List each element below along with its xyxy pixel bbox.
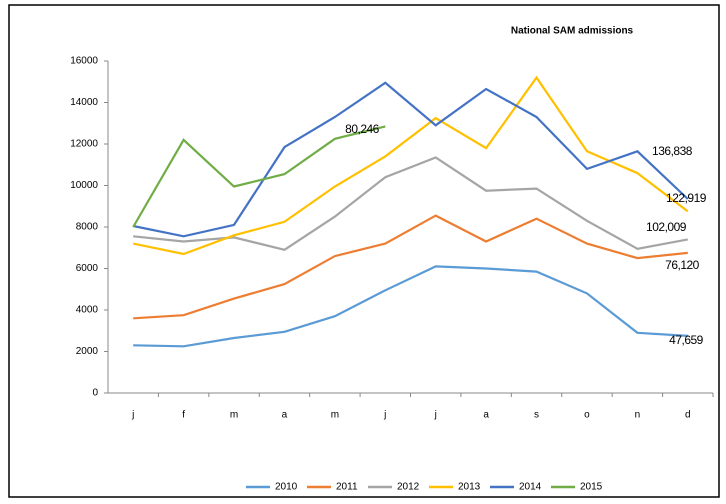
x-tick-label: j — [131, 410, 134, 421]
y-tick-label: 0 — [92, 388, 98, 399]
x-tick-label: m — [230, 410, 238, 421]
annotation: 80,246 — [345, 122, 380, 136]
x-tick-label: f — [182, 410, 185, 421]
y-tick-label: 8000 — [76, 222, 99, 233]
chart-border — [8, 4, 720, 498]
series-line — [132, 81, 689, 238]
x-tick-label: m — [331, 410, 339, 421]
annotation: 47,659 — [669, 333, 704, 347]
x-tick-label: n — [635, 410, 641, 421]
y-tick-label: 16000 — [70, 56, 98, 67]
legend-label: 2011 — [336, 482, 358, 493]
series-line — [133, 265, 688, 348]
x-tick-label: a — [282, 410, 288, 421]
y-tick-label: 2000 — [76, 346, 99, 357]
series-line — [132, 75, 689, 256]
x-tick-label: j — [383, 410, 386, 421]
series-line — [132, 125, 386, 228]
legend-label: 2014 — [519, 482, 542, 493]
y-tick-label: 4000 — [76, 305, 99, 316]
legend-label: 2013 — [458, 482, 481, 493]
legend-label: 2010 — [275, 482, 298, 493]
legend-label: 2012 — [397, 482, 420, 493]
annotation: 102,009 — [646, 220, 687, 234]
x-tick-label: o — [584, 410, 590, 421]
x-tick-label: a — [483, 410, 489, 421]
legend-label: 2015 — [580, 482, 603, 493]
y-tick-label: 6000 — [76, 263, 99, 274]
annotation: 76,120 — [665, 258, 700, 272]
annotation: 136,838 — [652, 144, 693, 158]
y-tick-label: 14000 — [70, 97, 98, 108]
series-line — [133, 214, 688, 320]
x-tick-label: d — [685, 410, 691, 421]
x-tick-label: s — [534, 410, 539, 421]
x-tick-label: j — [434, 410, 437, 421]
y-tick-label: 12000 — [70, 139, 98, 150]
annotation: 122,919 — [666, 191, 707, 205]
chart-title: National SAM admissions — [511, 26, 634, 37]
y-tick-label: 10000 — [70, 180, 98, 191]
